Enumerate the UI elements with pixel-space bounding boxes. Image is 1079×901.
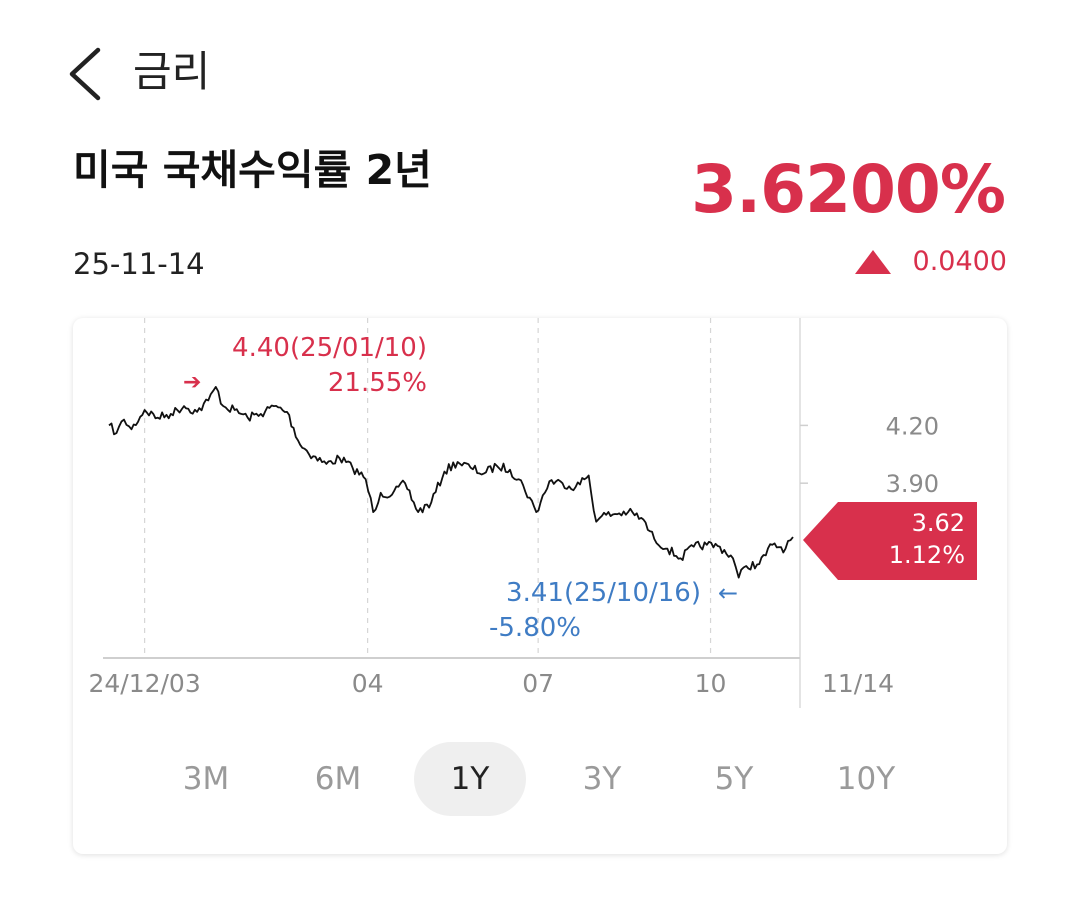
change-value: 0.0400 [912, 246, 1007, 277]
chevron-left-icon [69, 47, 101, 101]
current-value-tag [803, 502, 977, 580]
x-tick-label: 11/14 [822, 669, 894, 698]
back-button[interactable] [62, 44, 112, 104]
low-annotation-value: 3.41(25/10/16) [506, 578, 701, 608]
x-tick-label: 07 [522, 669, 554, 698]
chart-card: 4.20 3.90 24/12/03 04 07 10 11/14 ➔ 4.40(25/01/… [73, 318, 1007, 854]
nav-title: 금리 [133, 47, 211, 96]
period-selector: 3M 6M 1Y 3Y 5Y 10Y [150, 742, 940, 816]
current-pct-label: 1.12% [889, 541, 965, 569]
x-tick-label: 10 [695, 669, 727, 698]
period-1y[interactable]: 1Y [414, 742, 526, 816]
yield-chart[interactable]: 4.20 3.90 24/12/03 04 07 10 11/14 ➔ 4.40(25/01/… [73, 318, 1007, 738]
current-value-label: 3.62 [912, 509, 965, 537]
y-tick-label: 4.20 [886, 412, 939, 440]
quote-date: 25-11-14 [73, 247, 205, 281]
period-3y[interactable]: 3Y [582, 761, 622, 797]
high-arrow-icon: ➔ [183, 370, 201, 395]
current-rate: 3.6200% [691, 151, 1006, 228]
low-annotation-pct: -5.80% [489, 613, 581, 643]
high-annotation-value: 4.40(25/01/10) [232, 333, 427, 363]
y-tick-label: 3.90 [886, 470, 939, 498]
triangle-up-icon [854, 249, 891, 274]
rate-change: 0.0400 [854, 246, 1007, 277]
series-line [108, 386, 794, 579]
period-10y[interactable]: 10Y [836, 761, 896, 797]
x-tick-label: 04 [352, 669, 384, 698]
period-6m[interactable]: 6M [314, 761, 362, 797]
x-tick-label: 24/12/03 [88, 669, 200, 698]
low-arrow-icon: ← [718, 579, 738, 607]
bond-title: 미국 국채수익률 2년 [73, 146, 432, 194]
high-annotation-pct: 21.55% [328, 368, 427, 398]
period-3m[interactable]: 3M [182, 761, 230, 797]
period-5y[interactable]: 5Y [714, 761, 754, 797]
